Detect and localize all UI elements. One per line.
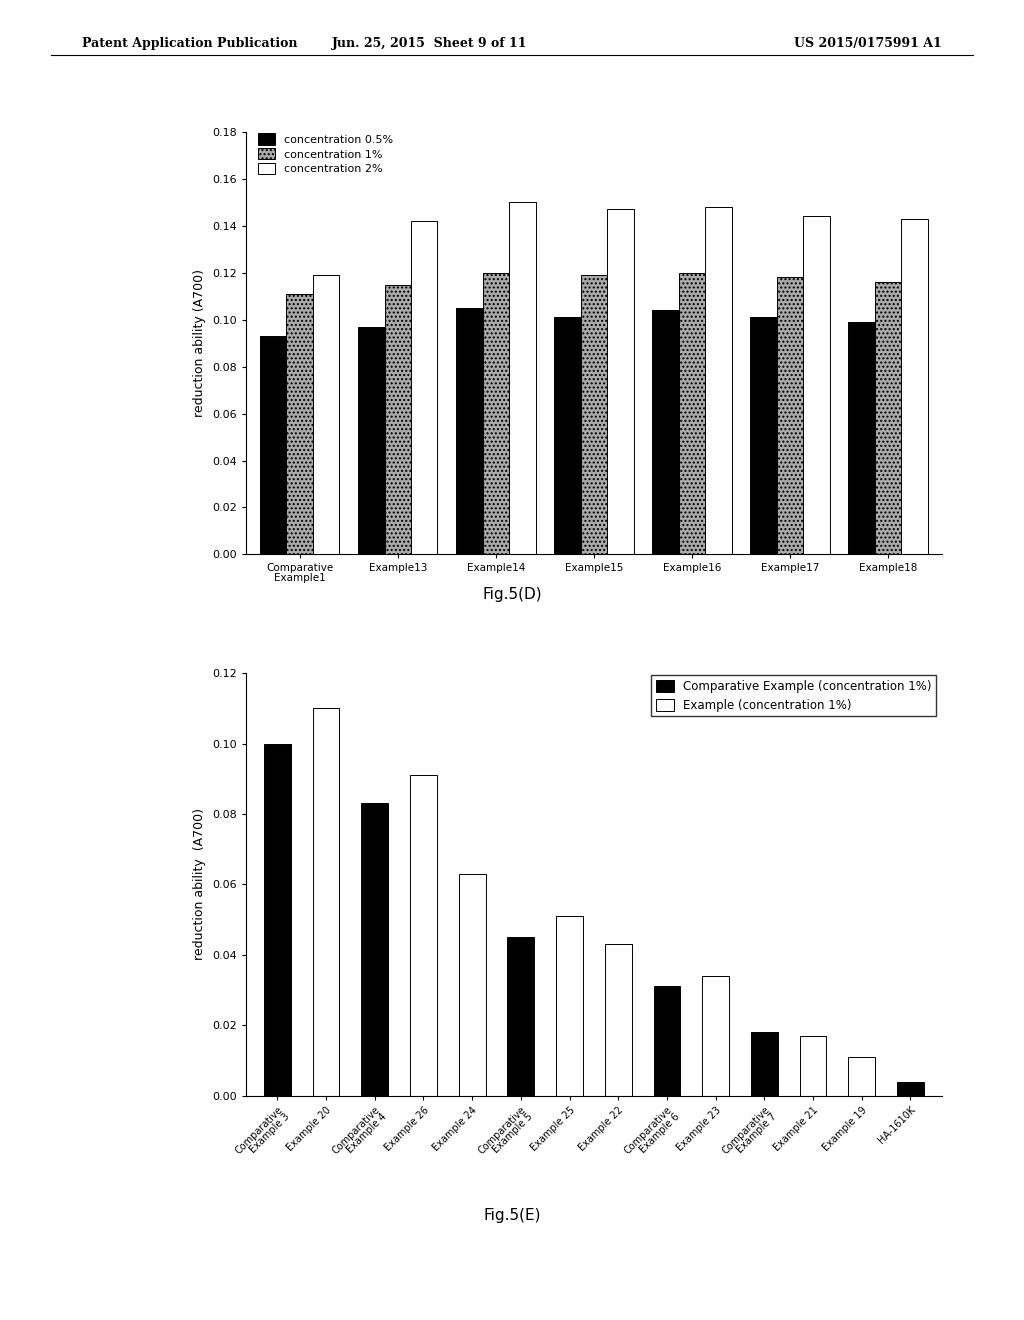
Text: Fig.5(E): Fig.5(E) bbox=[483, 1208, 541, 1222]
Bar bbox=[605, 944, 632, 1096]
Bar bbox=[287, 294, 313, 554]
Y-axis label: reduction ability  (A700): reduction ability (A700) bbox=[194, 808, 207, 961]
Bar bbox=[679, 273, 706, 554]
Bar bbox=[410, 775, 437, 1096]
Bar bbox=[652, 310, 679, 554]
Bar bbox=[607, 210, 634, 554]
Bar bbox=[509, 202, 536, 554]
Text: US 2015/0175991 A1: US 2015/0175991 A1 bbox=[795, 37, 942, 50]
Bar bbox=[361, 804, 388, 1096]
Bar bbox=[482, 273, 509, 554]
Bar bbox=[556, 916, 583, 1096]
Bar bbox=[751, 317, 777, 554]
Bar bbox=[751, 1032, 778, 1096]
Bar bbox=[459, 874, 485, 1096]
Bar bbox=[874, 282, 901, 554]
Bar bbox=[702, 975, 729, 1096]
Bar bbox=[803, 216, 829, 554]
Bar bbox=[653, 986, 680, 1096]
Legend: concentration 0.5%, concentration 1%, concentration 2%: concentration 0.5%, concentration 1%, co… bbox=[258, 133, 393, 174]
Bar bbox=[264, 743, 291, 1096]
Bar bbox=[581, 275, 607, 554]
Bar bbox=[260, 337, 287, 554]
Bar bbox=[312, 709, 340, 1096]
Bar bbox=[901, 219, 928, 554]
Text: Jun. 25, 2015  Sheet 9 of 11: Jun. 25, 2015 Sheet 9 of 11 bbox=[333, 37, 527, 50]
Bar bbox=[777, 277, 803, 554]
Bar bbox=[849, 322, 874, 554]
Legend: Comparative Example (concentration 1%), Example (concentration 1%): Comparative Example (concentration 1%), … bbox=[651, 675, 936, 717]
Text: Patent Application Publication: Patent Application Publication bbox=[82, 37, 297, 50]
Text: Fig.5(D): Fig.5(D) bbox=[482, 587, 542, 602]
Bar bbox=[411, 222, 437, 554]
Bar bbox=[554, 317, 581, 554]
Bar bbox=[508, 937, 535, 1096]
Bar bbox=[706, 207, 732, 554]
Bar bbox=[848, 1057, 876, 1096]
Bar bbox=[358, 327, 385, 554]
Bar bbox=[800, 1036, 826, 1096]
Y-axis label: reduction ability (A700): reduction ability (A700) bbox=[194, 269, 207, 417]
Bar bbox=[897, 1081, 924, 1096]
Bar bbox=[456, 308, 482, 554]
Bar bbox=[385, 285, 411, 554]
Bar bbox=[313, 275, 339, 554]
